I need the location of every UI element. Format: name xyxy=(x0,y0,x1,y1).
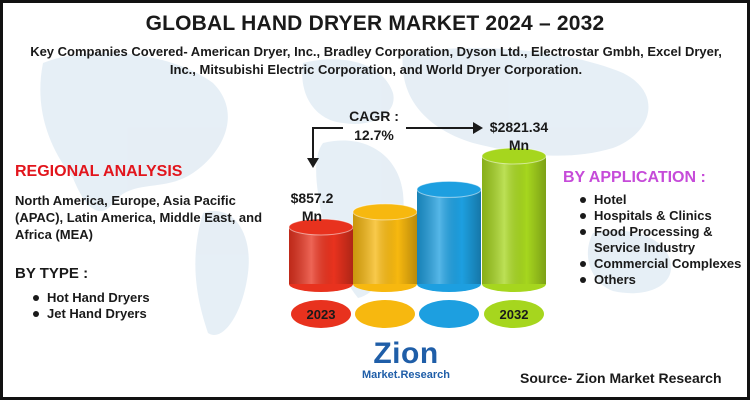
chart-bar xyxy=(288,218,354,292)
value-label-2023: $857.2 Mn xyxy=(290,190,334,224)
chart-bar xyxy=(352,203,418,292)
list-item: Food Processing & Service Industry xyxy=(580,224,745,256)
year-badge xyxy=(355,300,415,328)
list-item: Commercial Complexes xyxy=(580,256,745,272)
year-badge xyxy=(291,300,351,328)
by-type-heading: BY TYPE : xyxy=(15,265,89,282)
by-application-heading: BY APPLICATION : xyxy=(563,169,706,186)
cagr-label: CAGR : 12.7% xyxy=(349,108,399,143)
regional-analysis-text: North America, Europe, Asia Pacific (APA… xyxy=(15,193,263,242)
regional-analysis-heading: REGIONAL ANALYSIS xyxy=(15,163,183,180)
market-chart: 2023 2032 xyxy=(288,122,547,328)
category-label: 2032 xyxy=(500,307,529,322)
chart-bar xyxy=(481,147,547,292)
list-item: Jet Hand Dryers xyxy=(33,306,150,322)
value-label-2032: $2821.34 Mn xyxy=(489,119,549,153)
logo-name: Zion xyxy=(373,337,439,370)
key-companies-subtitle: Key Companies Covered- American Dryer, I… xyxy=(30,44,722,77)
list-item: Others xyxy=(580,272,745,288)
arrow-head-right-icon xyxy=(473,122,483,134)
list-item: Hotel xyxy=(580,192,745,208)
page-title: GLOBAL HAND DRYER MARKET 2024 – 2032 xyxy=(145,12,605,35)
logo-tagline: Market.Research xyxy=(361,369,451,381)
cagr-arrows xyxy=(307,122,483,168)
list-item: Hospitals & Clinics xyxy=(580,208,745,224)
cagr-arrow-left xyxy=(312,127,343,158)
arrow-head-down-icon xyxy=(307,158,319,168)
year-badge xyxy=(484,300,544,328)
chart-bar xyxy=(416,180,482,292)
by-type-list: Hot Hand Dryers Jet Hand Dryers xyxy=(33,290,150,322)
source-credit: Source- Zion Market Research xyxy=(520,370,722,386)
by-application-list: Hotel Hospitals & Clinics Food Processin… xyxy=(580,192,745,288)
year-badge xyxy=(419,300,479,328)
list-item: Hot Hand Dryers xyxy=(33,290,150,306)
zion-logo: Zion Market.Research xyxy=(346,339,466,395)
regional-analysis-section: REGIONAL ANALYSIS North America, Europe,… xyxy=(15,163,280,243)
category-label: 2023 xyxy=(307,307,336,322)
